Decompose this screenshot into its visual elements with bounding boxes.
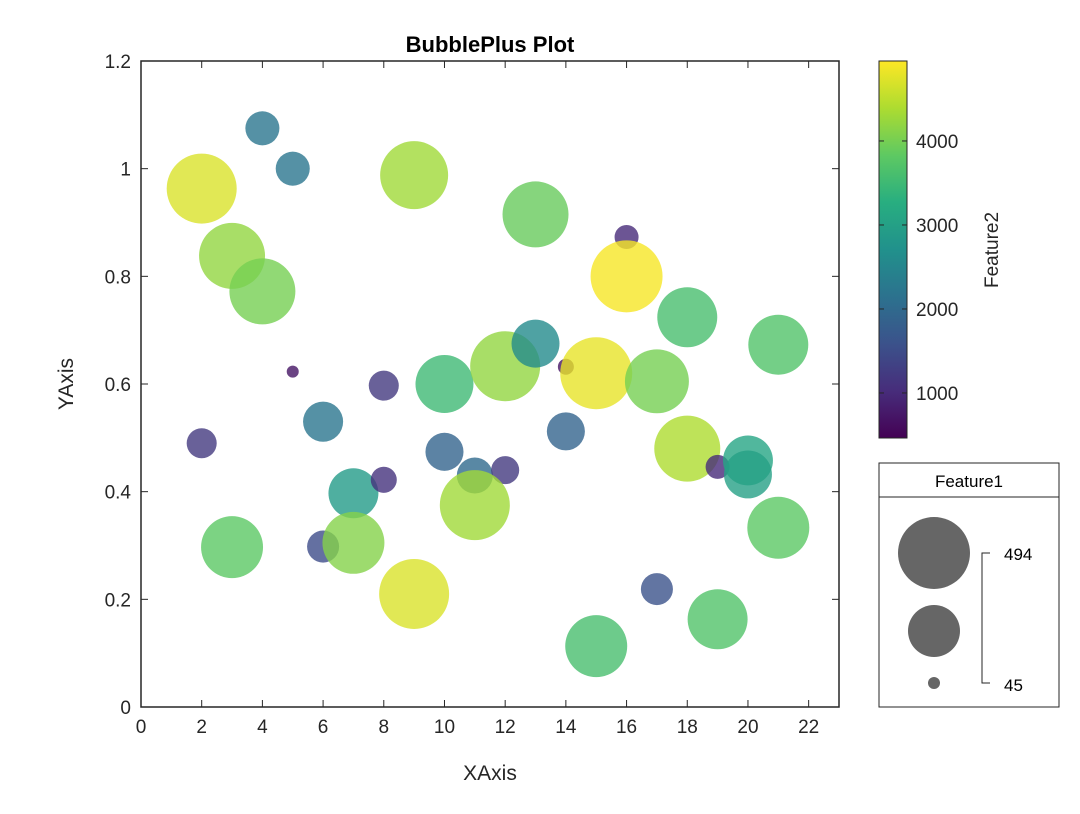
x-axis-label: XAxis	[463, 762, 517, 785]
colorbar-tick-label: 4000	[916, 132, 958, 153]
y-tick-label: 0.2	[105, 590, 131, 611]
bubble	[328, 468, 379, 519]
x-tick-label: 12	[495, 717, 516, 738]
x-tick-label: 10	[434, 717, 455, 738]
bubbles-layer	[166, 111, 810, 678]
bubble	[370, 466, 397, 493]
colorbar-tick-label: 3000	[916, 216, 958, 237]
bubble	[286, 365, 299, 378]
bubble	[439, 470, 510, 541]
y-axis-label: YAxis	[55, 358, 78, 410]
bubble	[546, 412, 585, 451]
size-legend-small-bubble	[928, 677, 940, 689]
size-legend-bracket	[981, 552, 990, 684]
bubble	[654, 415, 721, 482]
bubble	[723, 450, 772, 499]
bubble	[380, 141, 449, 210]
bubble	[322, 511, 385, 574]
size-legend-min-label: 45	[1004, 676, 1023, 695]
bubble	[511, 319, 560, 368]
x-tick-label: 22	[798, 717, 819, 738]
size-legend-medium-bubble	[908, 605, 960, 657]
bubble	[502, 181, 569, 248]
colorbar-tick-label: 2000	[916, 300, 958, 321]
bubble	[565, 615, 628, 678]
x-tick-label: 16	[616, 717, 637, 738]
colorbar	[878, 60, 908, 439]
bubble	[245, 111, 280, 146]
bubble	[368, 370, 399, 401]
bubble	[590, 240, 663, 313]
y-tick-label: 0.6	[105, 375, 131, 396]
x-tick-label: 20	[737, 717, 758, 738]
x-tick-label: 4	[257, 717, 268, 738]
y-tick-label: 1	[120, 160, 131, 181]
bubble	[491, 456, 520, 485]
bubble	[229, 258, 296, 325]
bubble	[560, 337, 633, 410]
bubble	[186, 428, 217, 459]
y-tick-label: 0.8	[105, 267, 131, 288]
colorbar-label: Feature2	[982, 212, 1003, 288]
y-tick-label: 0	[120, 698, 131, 719]
x-tick-label: 6	[318, 717, 329, 738]
bubble	[201, 516, 264, 579]
bubble	[425, 432, 464, 471]
x-tick-label: 18	[677, 717, 698, 738]
size-legend-max-label: 494	[1004, 545, 1032, 564]
bubble	[747, 496, 810, 559]
colorbar-ticks: 1000 2000 3000 4000	[879, 132, 958, 405]
bubble	[640, 573, 673, 606]
size-legend: Feature1 494 45	[878, 462, 1060, 708]
y-axis: 0 0.2 0.4 0.6 0.8 1 1.2	[105, 52, 839, 719]
bubble	[748, 314, 809, 375]
size-legend-box	[878, 462, 1060, 708]
bubble	[687, 589, 748, 650]
size-legend-title: Feature1	[935, 472, 1003, 491]
colorbar-tick-label: 1000	[916, 384, 958, 405]
y-tick-label: 0.4	[105, 483, 132, 504]
bubble	[166, 153, 237, 224]
x-axis: 0 2 4 6 8 10 12 14 16 18 20 22	[136, 61, 819, 738]
bubble	[303, 401, 344, 442]
size-legend-large-bubble	[898, 517, 970, 589]
bubble	[275, 151, 310, 186]
bubble	[624, 349, 689, 414]
bubble	[379, 558, 450, 629]
y-tick-label: 1.2	[105, 52, 131, 73]
bubble	[415, 355, 474, 413]
x-tick-label: 0	[136, 717, 147, 738]
chart-title: BubblePlus Plot	[406, 32, 575, 57]
x-tick-label: 14	[555, 717, 577, 738]
x-tick-label: 2	[196, 717, 207, 738]
bubble	[657, 287, 718, 348]
x-tick-label: 8	[378, 717, 389, 738]
